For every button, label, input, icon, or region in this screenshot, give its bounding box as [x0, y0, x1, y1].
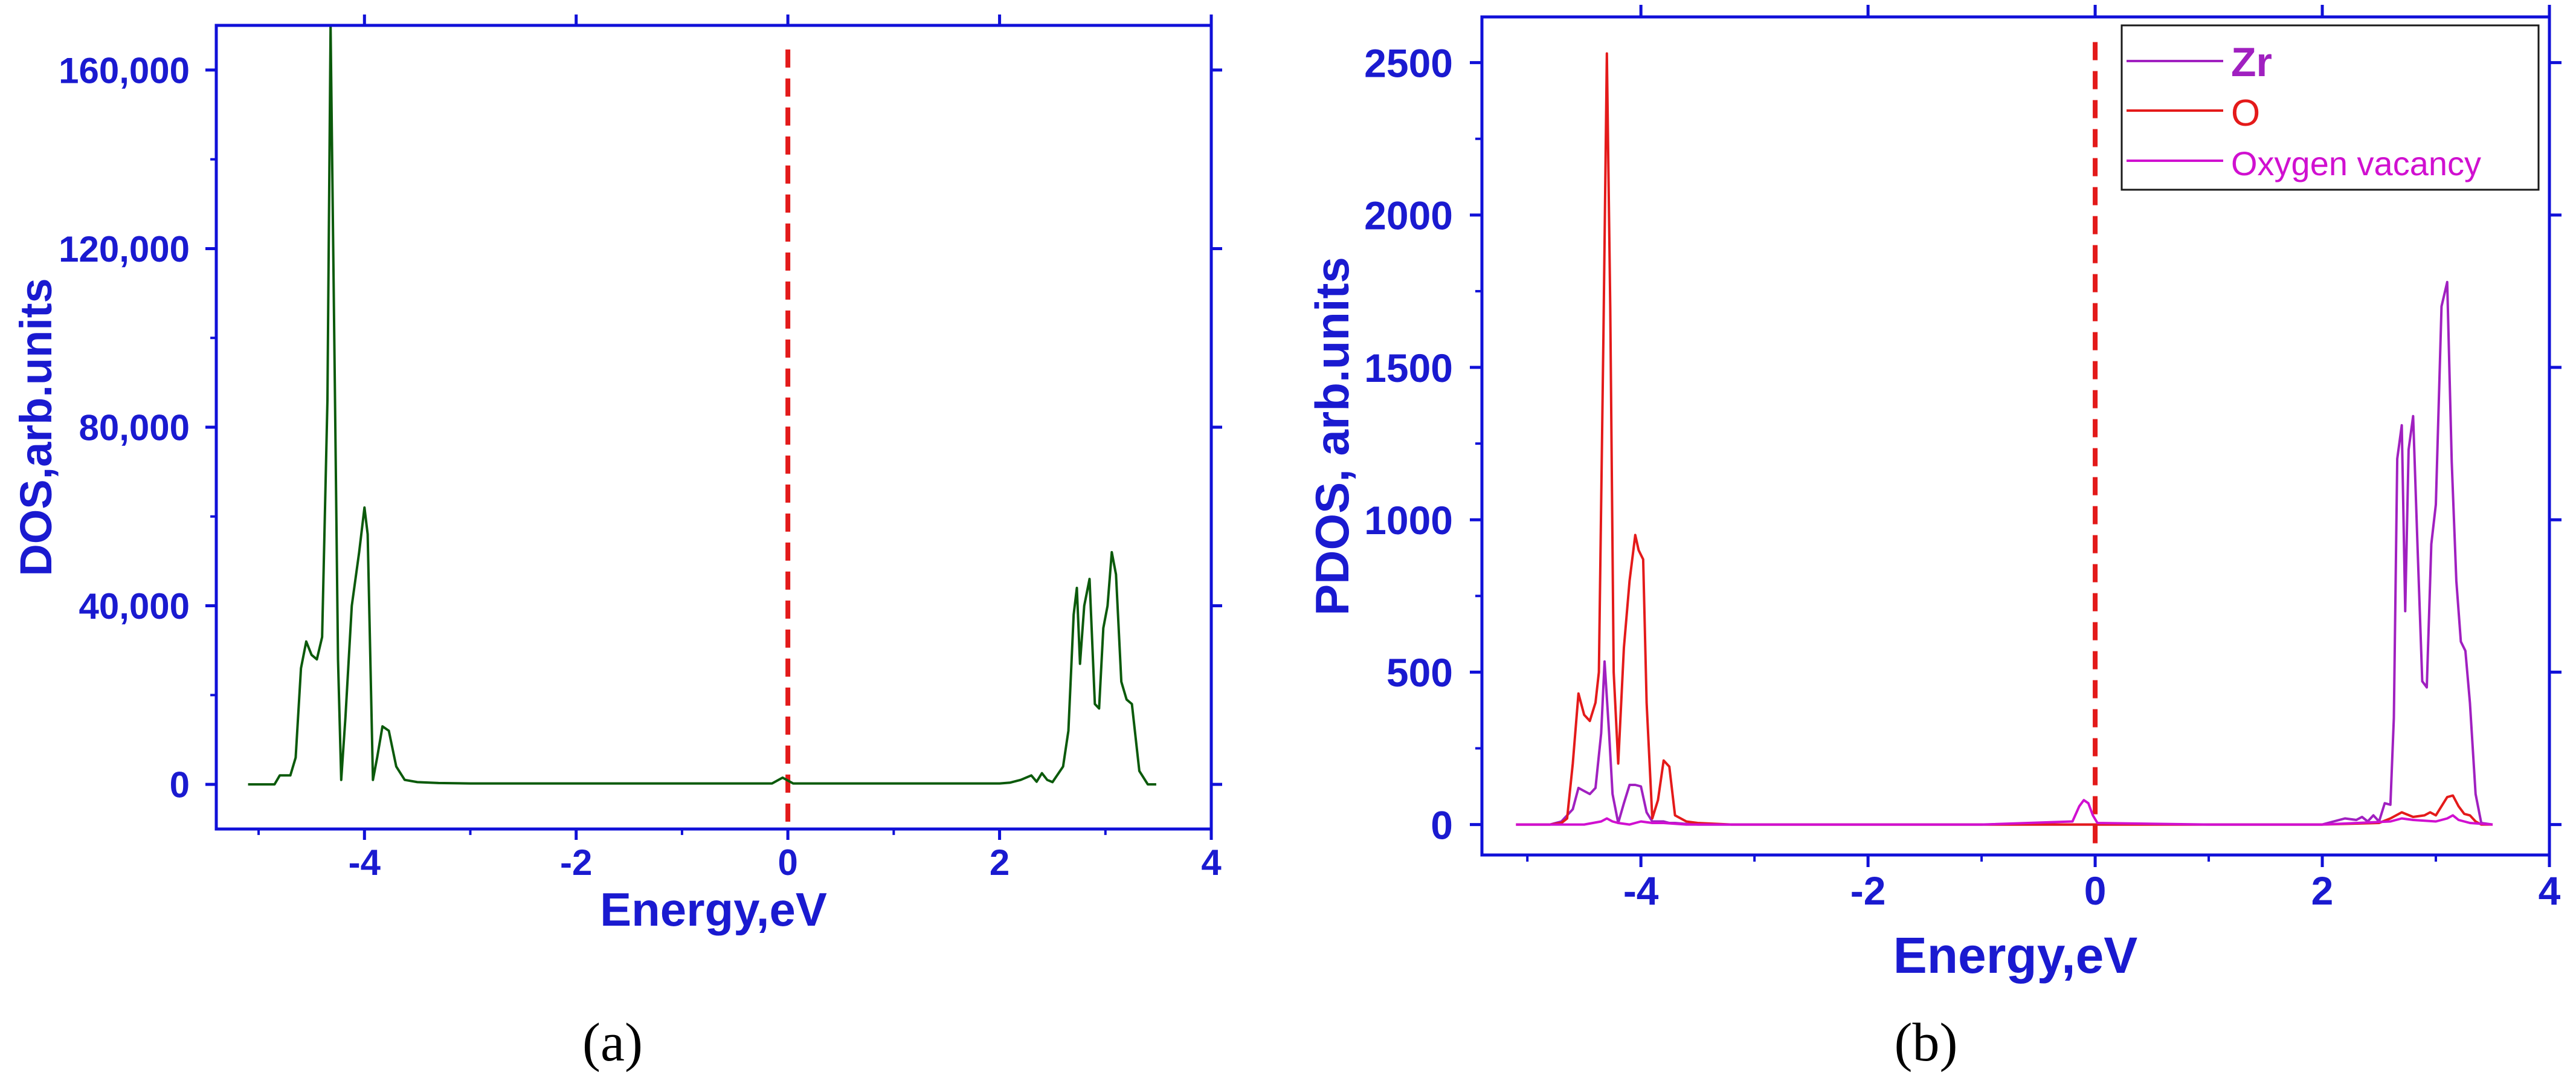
y-axis-label: DOS,arb.units [11, 278, 61, 576]
panel-caption: (b) [1895, 1013, 1958, 1073]
legend: Zr O Oxygen vacancy [2120, 24, 2540, 191]
y-tick-label: 500 [1386, 650, 1453, 695]
x-axis-label: Energy,eV [1893, 927, 2138, 984]
y-tick-label: 0 [170, 765, 190, 805]
x-tick-label: 0 [2084, 868, 2107, 913]
legend-label-zr: Zr [2231, 39, 2272, 85]
x-tick-label: 2 [990, 842, 1009, 883]
series-line-dos [248, 24, 1156, 786]
x-tick-label: -2 [560, 842, 592, 883]
panel-caption: (a) [582, 1013, 643, 1073]
x-tick-label: -4 [349, 842, 381, 883]
y-tick-label: 1000 [1364, 498, 1453, 543]
y-tick-label: 2000 [1364, 193, 1453, 238]
x-tick-label: 4 [1201, 842, 1222, 883]
legend-label-oxygen-vacancy: Oxygen vacancy [2231, 144, 2481, 182]
x-tick-label: 2 [2311, 868, 2334, 913]
x-tick-label: 4 [2539, 868, 2561, 913]
y-tick-label: 40,000 [79, 586, 190, 627]
panel-a-dos-chart: -4 -2 0 2 4 0 40,000 80,000 120,000 160,000 Energ… [11, 15, 1222, 1073]
panel-b-pdos-chart: -4 -2 0 2 4 0 500 1000 1500 2000 2500 Energy,eV PD… [1306, 5, 2562, 1073]
series-line-o [1516, 52, 2493, 826]
x-axis-label: Energy,eV [600, 883, 827, 936]
y-tick-label: 80,000 [79, 408, 190, 448]
series-line-oxygen-vacancy [1516, 799, 2493, 826]
y-tick-label: 0 [1431, 802, 1453, 847]
x-tick-label: 0 [778, 842, 797, 883]
legend-label-o: O [2231, 92, 2260, 134]
y-tick-label: 1500 [1364, 346, 1453, 390]
legend-box [2120, 24, 2540, 191]
y-tick-label: 2500 [1364, 40, 1453, 85]
plot-frame [1480, 15, 2551, 857]
x-tick-label: -2 [1850, 868, 1886, 913]
y-tick-label: 120,000 [59, 229, 190, 269]
x-tick-label: -4 [1623, 868, 1659, 913]
y-axis-label: PDOS, arb.units [1306, 257, 1359, 616]
y-tick-label: 160,000 [59, 50, 190, 91]
